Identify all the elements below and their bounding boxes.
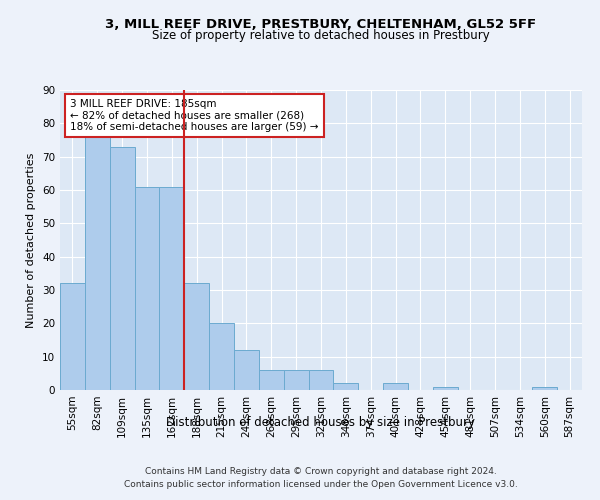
Y-axis label: Number of detached properties: Number of detached properties — [26, 152, 37, 328]
Text: Distribution of detached houses by size in Prestbury: Distribution of detached houses by size … — [167, 416, 476, 429]
Bar — [85, 136, 110, 390]
Bar — [209, 324, 234, 390]
Bar — [532, 386, 557, 390]
Bar — [433, 386, 458, 390]
Bar — [234, 350, 259, 390]
Text: Contains HM Land Registry data © Crown copyright and database right 2024.
Contai: Contains HM Land Registry data © Crown c… — [124, 468, 518, 489]
Bar — [259, 370, 284, 390]
Bar — [284, 370, 308, 390]
Bar — [134, 186, 160, 390]
Bar — [308, 370, 334, 390]
Text: 3, MILL REEF DRIVE, PRESTBURY, CHELTENHAM, GL52 5FF: 3, MILL REEF DRIVE, PRESTBURY, CHELTENHA… — [106, 18, 536, 30]
Text: 3 MILL REEF DRIVE: 185sqm
← 82% of detached houses are smaller (268)
18% of semi: 3 MILL REEF DRIVE: 185sqm ← 82% of detac… — [70, 99, 319, 132]
Bar — [184, 284, 209, 390]
Bar — [110, 146, 134, 390]
Bar — [334, 384, 358, 390]
Bar — [383, 384, 408, 390]
Text: Size of property relative to detached houses in Prestbury: Size of property relative to detached ho… — [152, 29, 490, 42]
Bar — [160, 186, 184, 390]
Bar — [60, 284, 85, 390]
